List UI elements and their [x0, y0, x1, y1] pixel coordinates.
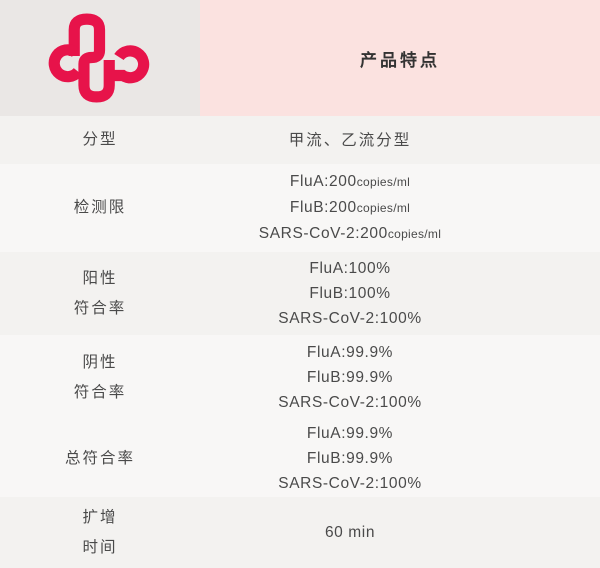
row-value: FluA:200copies/ml FluB:200copies/ml SARS…: [200, 164, 600, 252]
row-label-text: 时间: [82, 538, 118, 556]
row-label: 阴性 符合率: [0, 335, 200, 420]
row-label-text: 总符合率: [64, 449, 135, 467]
row-value-text: 60 min: [324, 524, 376, 541]
row-label: 分型: [0, 116, 200, 164]
header-band: 产品特点: [0, 0, 600, 116]
row-label-text: 扩增: [82, 508, 118, 526]
logo-panel: [0, 0, 200, 116]
row-label-text: 阴性: [82, 353, 118, 371]
row-value-text: FluA:99.9%: [306, 425, 394, 442]
page-title: 产品特点: [360, 50, 440, 70]
row-label: 阳性 符合率: [0, 252, 200, 335]
table-row-typing: 分型 甲流、乙流分型: [0, 116, 600, 164]
spec-table: 分型 甲流、乙流分型 检测限 FluA:200copies/ml FluB:20…: [0, 116, 600, 568]
row-value: 60 min: [200, 497, 600, 568]
row-label: 总符合率: [0, 420, 200, 497]
table-row-total-rate: 总符合率 FluA:99.9% FluB:99.9% SARS-CoV-2:10…: [0, 420, 600, 497]
row-label-text: 分型: [82, 131, 118, 148]
row-value-text: SARS-CoV-2:100%: [278, 310, 422, 327]
row-label: 检测限: [0, 164, 200, 252]
unit-suffix: copies/ml: [387, 227, 442, 241]
row-label-text: 符合率: [73, 383, 127, 401]
sansure-s-cross-logo-icon: [48, 13, 150, 103]
table-row-negative-rate: 阴性 符合率 FluA:99.9% FluB:99.9% SARS-CoV-2:…: [0, 335, 600, 420]
row-value: 甲流、乙流分型: [200, 116, 600, 164]
row-value-text: FluA:99.9%: [306, 344, 394, 361]
table-row-positive-rate: 阳性 符合率 FluA:100% FluB:100% SARS-CoV-2:10…: [0, 252, 600, 335]
row-label-text: 符合率: [73, 299, 127, 317]
row-value-text: FluB:200copies/ml: [289, 199, 411, 216]
row-value-text: FluA:100%: [309, 260, 391, 277]
row-value-text: SARS-CoV-2:100%: [278, 475, 422, 492]
unit-suffix: copies/ml: [356, 175, 411, 189]
row-value: FluA:100% FluB:100% SARS-CoV-2:100%: [200, 252, 600, 335]
row-value: FluA:99.9% FluB:99.9% SARS-CoV-2:100%: [200, 420, 600, 497]
table-row-detection-limit: 检测限 FluA:200copies/ml FluB:200copies/ml …: [0, 164, 600, 252]
row-value-text: FluB:99.9%: [306, 450, 394, 467]
title-panel: 产品特点: [200, 0, 600, 116]
row-value: FluA:99.9% FluB:99.9% SARS-CoV-2:100%: [200, 335, 600, 420]
row-value-text: SARS-CoV-2:200copies/ml: [258, 225, 442, 242]
row-value-text: FluB:100%: [309, 285, 391, 302]
row-label: 扩增 时间: [0, 497, 200, 568]
row-value-text: 甲流、乙流分型: [288, 131, 412, 149]
row-value-text: FluB:99.9%: [306, 369, 394, 386]
unit-suffix: copies/ml: [356, 201, 411, 215]
row-value-text: SARS-CoV-2:100%: [278, 394, 422, 411]
row-value-text: FluA:200copies/ml: [289, 173, 411, 190]
row-label-text: 阳性: [82, 269, 118, 287]
table-row-amplification-time: 扩增 时间 60 min: [0, 497, 600, 568]
row-label-text: 检测限: [73, 199, 127, 216]
